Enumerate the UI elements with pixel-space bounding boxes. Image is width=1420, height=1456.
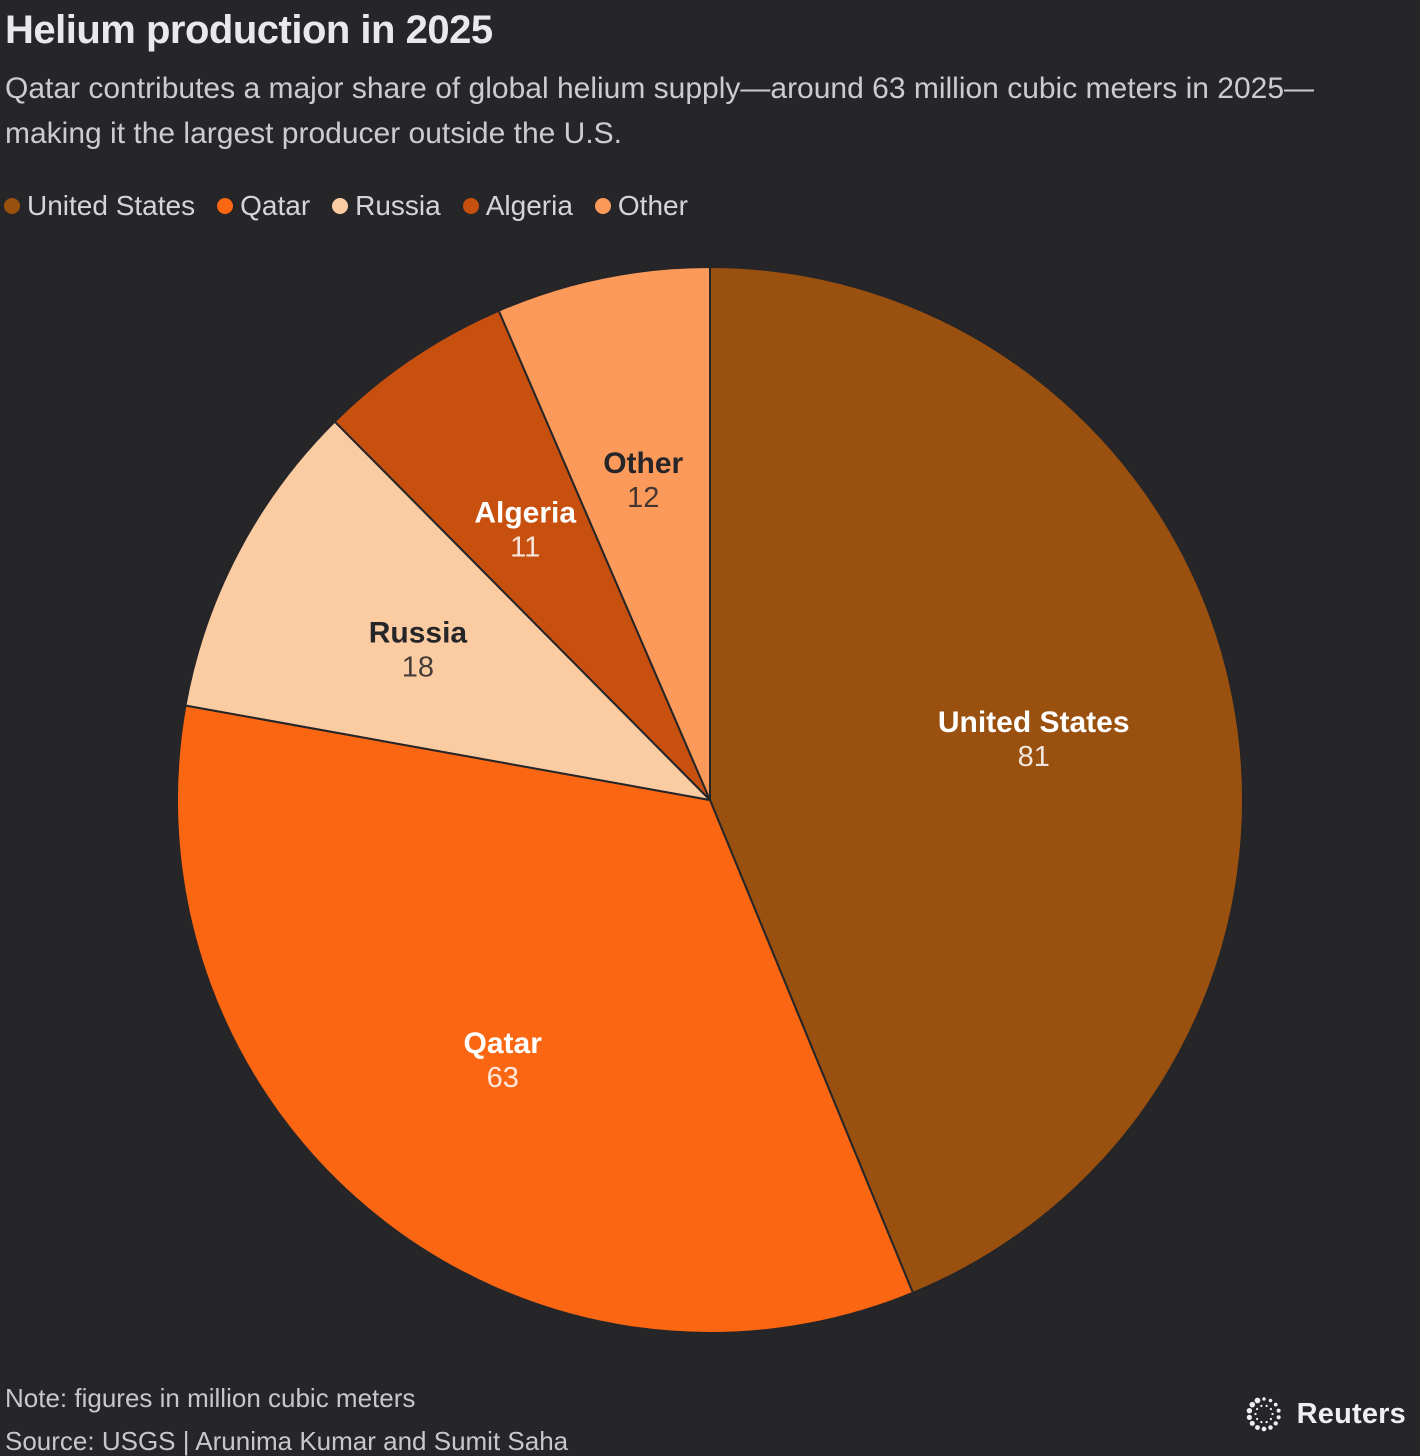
logo-dot xyxy=(1265,1420,1268,1424)
legend-label: Qatar xyxy=(240,190,311,221)
logo-dot xyxy=(1261,1426,1266,1432)
reuters-wordmark: Reuters xyxy=(1296,1397,1406,1430)
legend-swatch xyxy=(594,198,611,214)
legend-item-russia: Russia xyxy=(332,190,441,222)
legend-swatch xyxy=(4,198,20,214)
logo-dot xyxy=(1246,1414,1252,1420)
logo-dot xyxy=(1269,1417,1272,1421)
slice-label: 12 xyxy=(627,482,659,514)
logo-dot xyxy=(1265,1404,1268,1408)
slice-label: Algeria xyxy=(474,497,576,530)
note-text: Note: figures in million cubic meters xyxy=(5,1383,416,1413)
legend-item-united-states: United States xyxy=(4,190,195,222)
chart-subtitle: Qatar contributes a major share of globa… xyxy=(5,72,1314,150)
legend-label: Algeria xyxy=(485,190,573,221)
slice-label: United States xyxy=(938,706,1130,739)
legend-item-qatar: Qatar xyxy=(217,190,310,222)
source-text: Source: USGS | Arunima Kumar and Sumit S… xyxy=(5,1426,569,1456)
legend-label: United States xyxy=(27,190,196,221)
legend: United States Qatar Russia Algeria Other xyxy=(4,190,688,222)
legend-label: Russia xyxy=(355,190,441,221)
logo-dot xyxy=(1269,1407,1272,1411)
logo-dot xyxy=(1267,1425,1273,1430)
pie-slice-other xyxy=(497,266,711,801)
logo-dot xyxy=(1261,1397,1266,1401)
logo-dot xyxy=(1255,1417,1258,1421)
logo-dot xyxy=(1259,1420,1263,1424)
pie-slice-united-states xyxy=(709,266,1244,1294)
logo-dot xyxy=(1270,1412,1274,1416)
logo-dot xyxy=(1255,1407,1258,1411)
chart-title: Helium production in 2025 xyxy=(5,8,493,52)
logo-dot xyxy=(1273,1421,1278,1426)
legend-swatch xyxy=(462,198,479,214)
legend-item-other: Other xyxy=(594,190,688,222)
logo-dot xyxy=(1259,1404,1263,1408)
slice-label: 63 xyxy=(487,1062,519,1094)
slice-label: 18 xyxy=(402,652,434,684)
slice-label: 11 xyxy=(510,532,540,564)
legend-swatch xyxy=(217,198,234,214)
brand: Reuters xyxy=(1240,1390,1406,1438)
logo-dot xyxy=(1254,1397,1260,1404)
legend-swatch xyxy=(332,198,349,214)
logo-dot xyxy=(1246,1407,1252,1414)
pie-slice-qatar xyxy=(176,704,914,1334)
logo-dot xyxy=(1276,1415,1281,1420)
logo-dot xyxy=(1249,1401,1255,1408)
slice-label: Qatar xyxy=(464,1027,543,1060)
logo-dot xyxy=(1276,1408,1281,1413)
slice-label: 81 xyxy=(1018,741,1050,773)
logo-dot xyxy=(1253,1412,1257,1416)
pie-slice-algeria xyxy=(333,309,711,801)
logo-dot xyxy=(1273,1402,1278,1407)
slice-label: Other xyxy=(603,447,683,480)
logo-dot xyxy=(1268,1398,1272,1403)
pie-slice-russia xyxy=(184,420,711,801)
logo-dot xyxy=(1254,1425,1260,1430)
legend-label: Other xyxy=(617,190,688,221)
slice-label: Russia xyxy=(369,617,468,650)
logo-dot xyxy=(1249,1420,1255,1426)
reuters-logo-icon xyxy=(1246,1397,1281,1432)
legend-item-algeria: Algeria xyxy=(462,190,573,222)
